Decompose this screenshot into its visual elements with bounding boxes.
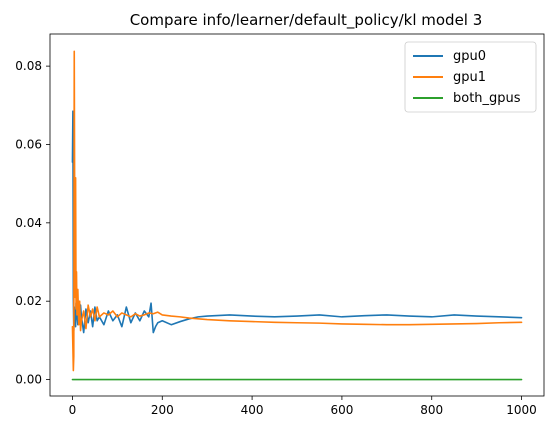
legend-label-gpu1: gpu1 [453, 70, 486, 85]
legend-label-both-gpus: both_gpus [453, 91, 521, 106]
y-tick-label: 0.02 [15, 294, 42, 308]
plot-frame [49, 33, 545, 397]
x-tick-label: 200 [151, 403, 174, 417]
legend-label-gpu0: gpu0 [453, 49, 486, 64]
legend-item-gpu1: gpu1 [413, 70, 486, 85]
chart-title: Compare info/learner/default_policy/kl m… [130, 11, 483, 30]
x-tick-label: 0 [69, 403, 77, 417]
legend-item-gpu0: gpu0 [413, 49, 486, 64]
x-tick-label: 1000 [506, 403, 537, 417]
series-line-gpu1 [71, 50, 523, 372]
x-tick-label: 600 [330, 403, 353, 417]
y-tick-label: 0.04 [15, 216, 42, 230]
legend-item-both-gpus: both_gpus [413, 91, 521, 106]
legend: gpu0 gpu1 both_gpus [404, 41, 537, 113]
x-tick-label: 800 [420, 403, 443, 417]
x-tick-label: 400 [241, 403, 264, 417]
legend-box [404, 41, 537, 113]
y-tick-label: 0.08 [15, 59, 42, 73]
axes-layer: 0 200 400 600 800 1000 0.00 0.02 0.04 0.06 0.08 [15, 59, 537, 417]
series-layer [71, 50, 523, 381]
y-tick-label: 0.06 [15, 137, 42, 151]
series-line-gpu0 [71, 110, 523, 334]
y-tick-label: 0.00 [15, 373, 42, 387]
